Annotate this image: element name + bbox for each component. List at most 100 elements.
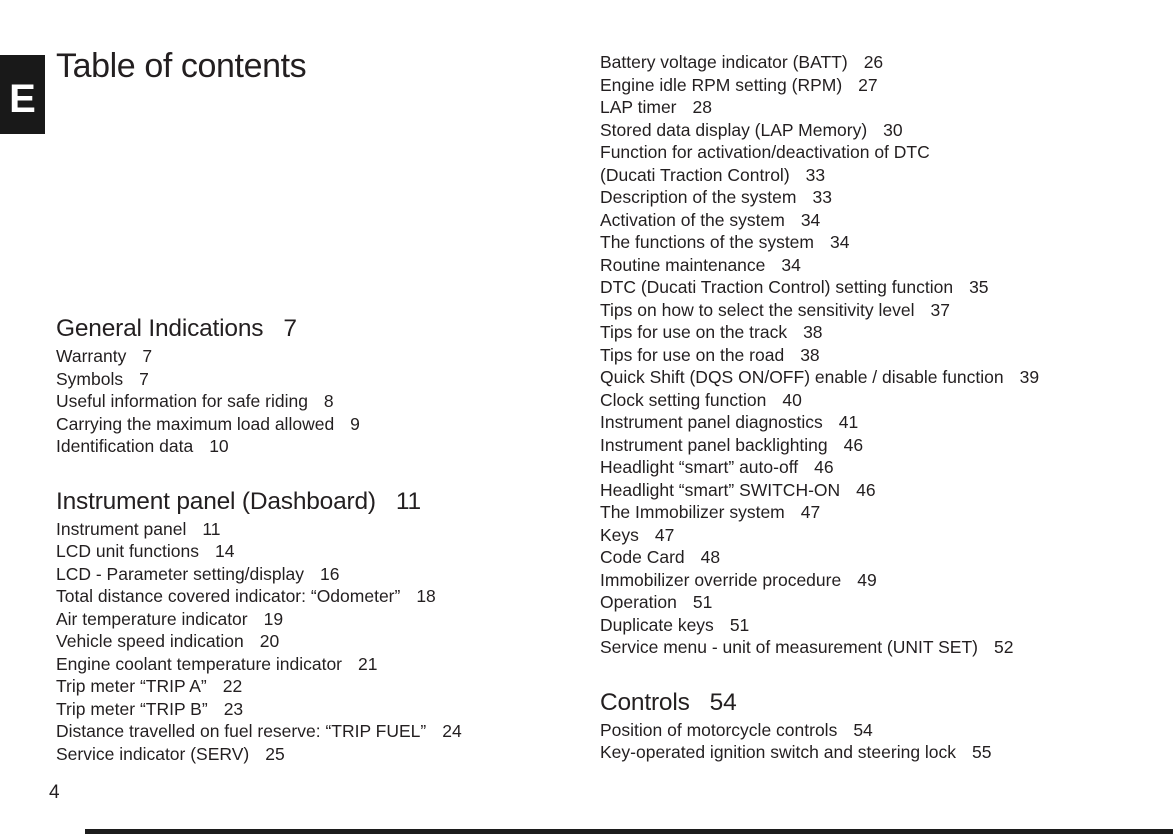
toc-entry: Routine maintenance 34 bbox=[600, 254, 1108, 277]
toc-section-heading-page: 54 bbox=[709, 688, 737, 716]
toc-entry: Useful information for safe riding 8 bbox=[56, 390, 556, 413]
page-number: 4 bbox=[49, 782, 60, 803]
toc-entry: Code Card 48 bbox=[600, 546, 1108, 569]
toc-column-left: General Indications 7 Warranty 7 Symbols 7 Use… bbox=[56, 314, 556, 765]
toc-section-heading-page: 11 bbox=[395, 487, 421, 515]
toc-entry-page: 25 bbox=[265, 743, 285, 764]
toc-entry-page: 54 bbox=[853, 719, 873, 740]
toc-entry: Service menu - unit of measurement (UNIT… bbox=[600, 636, 1108, 659]
toc-entry-label: Instrument panel bbox=[56, 518, 187, 539]
toc-entry-label: Duplicate keys bbox=[600, 614, 714, 635]
toc-entry: LCD - Parameter setting/display 16 bbox=[56, 563, 556, 586]
toc-entry-label: Function for activation/deactivation of … bbox=[600, 142, 930, 185]
toc-entry-page: 35 bbox=[969, 277, 989, 297]
toc-entry-page: 39 bbox=[1019, 367, 1040, 387]
page-title: Table of contents bbox=[56, 47, 307, 85]
toc-entry-label: Tips for use on the road bbox=[600, 344, 785, 365]
toc-entry: Tips for use on the road 38 bbox=[600, 344, 1108, 367]
toc-entry: Service indicator (SERV) 25 bbox=[56, 743, 556, 766]
toc-column-right: Battery voltage indicator (BATT) 26 Engine… bbox=[600, 51, 1108, 764]
toc-entry-page: 33 bbox=[812, 187, 832, 207]
toc-entry-page: 7 bbox=[142, 346, 153, 366]
toc-entry-label: Instrument panel backlighting bbox=[600, 434, 828, 455]
toc-entry: The functions of the system 34 bbox=[600, 231, 1108, 254]
toc-entry: Distance travelled on fuel reserve: “TRI… bbox=[56, 720, 556, 743]
toc-entry: Keys 47 bbox=[600, 524, 1108, 547]
toc-entry: Function for activation/deactivation of … bbox=[600, 141, 1108, 186]
toc-entry-label: Quick Shift (DQS ON/OFF) enable / disabl… bbox=[600, 367, 1004, 387]
toc-entry-page: 38 bbox=[800, 344, 820, 365]
toc-section-heading-label: Controls bbox=[600, 688, 690, 716]
toc-entry: Position of motorcycle controls 54 bbox=[600, 719, 1108, 742]
toc-entry-label: Immobilizer override procedure bbox=[600, 569, 842, 590]
toc-entry: Tips on how to select the sensitivity le… bbox=[600, 299, 1108, 322]
toc-entry: LAP timer 28 bbox=[600, 96, 1108, 119]
toc-entry: Headlight “smart” SWITCH-ON 46 bbox=[600, 479, 1108, 502]
toc-entry: Carrying the maximum load allowed 9 bbox=[56, 413, 556, 436]
toc-section-heading: General Indications 7 bbox=[56, 314, 556, 344]
toc-entry-label: Air temperature indicator bbox=[56, 608, 248, 629]
toc-entry-label: Trip meter “TRIP A” bbox=[56, 676, 207, 696]
toc-section-heading-label: Instrument panel (Dashboard) bbox=[56, 487, 376, 515]
toc-entry-page: 27 bbox=[858, 74, 878, 95]
language-badge: E bbox=[0, 55, 45, 134]
toc-entry-page: 38 bbox=[803, 322, 823, 342]
toc-entry-page: 26 bbox=[863, 52, 884, 72]
toc-entry: Instrument panel 11 bbox=[56, 518, 556, 541]
toc-entry: Key-operated ignition switch and steerin… bbox=[600, 741, 1108, 764]
toc-entry-label: Stored data display (LAP Memory) bbox=[600, 119, 868, 140]
toc-entry: Air temperature indicator 19 bbox=[56, 608, 556, 631]
toc-entry-page: 46 bbox=[814, 457, 834, 477]
toc-entry-label: Service menu - unit of measurement (UNIT… bbox=[600, 637, 978, 657]
toc-entry: Operation 51 bbox=[600, 591, 1108, 614]
toc-section-heading: Controls 54 bbox=[600, 688, 1108, 718]
toc-entry: Activation of the system 34 bbox=[600, 209, 1108, 232]
toc-entry-page: 46 bbox=[843, 434, 864, 455]
toc-entry-label: LCD - Parameter setting/display bbox=[56, 563, 305, 584]
toc-entry: Immobilizer override procedure 49 bbox=[600, 569, 1108, 592]
footer-rule bbox=[85, 829, 1173, 834]
toc-section: General Indications 7 Warranty 7 Symbols 7 Use… bbox=[56, 314, 556, 458]
toc-entry-page: 41 bbox=[838, 412, 859, 432]
toc-entry: Clock setting function 40 bbox=[600, 389, 1108, 412]
toc-entry-page: 19 bbox=[263, 608, 284, 629]
toc-entry: Identification data 10 bbox=[56, 435, 556, 458]
toc-entry-label: Headlight “smart” auto-off bbox=[600, 457, 799, 477]
toc-entry: Engine coolant temperature indicator 21 bbox=[56, 653, 556, 676]
toc-entry-label: Tips for use on the track bbox=[600, 322, 788, 342]
toc-entry-page: 47 bbox=[800, 502, 821, 522]
toc-entry: Engine idle RPM setting (RPM) 27 bbox=[600, 74, 1108, 97]
toc-entry: LCD unit functions 14 bbox=[56, 540, 556, 563]
toc-entry-page: 48 bbox=[700, 547, 721, 567]
toc-entry-label: Vehicle speed indication bbox=[56, 631, 244, 651]
toc-entry-page: 20 bbox=[259, 631, 280, 651]
toc-entry-page: 34 bbox=[781, 254, 801, 275]
toc-section-heading-page: 7 bbox=[283, 315, 297, 342]
toc-entry-label: Battery voltage indicator (BATT) bbox=[600, 52, 848, 72]
toc-entry-page: 51 bbox=[729, 614, 750, 635]
toc-entry: Total distance covered indicator: “Odome… bbox=[56, 585, 556, 608]
toc-section: Controls 54 Position of motorcycle control… bbox=[600, 688, 1108, 764]
toc-entry-page: 34 bbox=[800, 209, 821, 230]
toc-entry-label: Identification data bbox=[56, 436, 194, 456]
toc-entry-label: Position of motorcycle controls bbox=[600, 719, 838, 740]
toc-entry-page: 7 bbox=[139, 368, 149, 389]
toc-entry-label: The Immobilizer system bbox=[600, 502, 785, 522]
toc-entry: Trip meter “TRIP B” 23 bbox=[56, 698, 556, 721]
toc-entry-page: 18 bbox=[416, 586, 436, 606]
toc-entry-label: Warranty bbox=[56, 346, 127, 366]
toc-entry-label: Activation of the system bbox=[600, 209, 785, 230]
toc-entry: Tips for use on the track 38 bbox=[600, 321, 1108, 344]
toc-entry: Warranty 7 bbox=[56, 345, 556, 368]
toc-entry-page: 8 bbox=[323, 391, 334, 411]
toc-section-heading: Instrument panel (Dashboard) 11 bbox=[56, 487, 556, 517]
toc-entry: Trip meter “TRIP A” 22 bbox=[56, 675, 556, 698]
toc-entry-label: DTC (Ducati Traction Control) setting fu… bbox=[600, 277, 954, 297]
toc-section: Battery voltage indicator (BATT) 26 Engine… bbox=[600, 51, 1108, 659]
toc-entry-page: 10 bbox=[209, 436, 229, 456]
toc-entry-page: 51 bbox=[692, 592, 713, 612]
toc-entry: The Immobilizer system 47 bbox=[600, 501, 1108, 524]
toc-section: Instrument panel (Dashboard) 11 Instrument… bbox=[56, 487, 556, 766]
toc-entry-label: Total distance covered indicator: “Odome… bbox=[56, 586, 401, 606]
